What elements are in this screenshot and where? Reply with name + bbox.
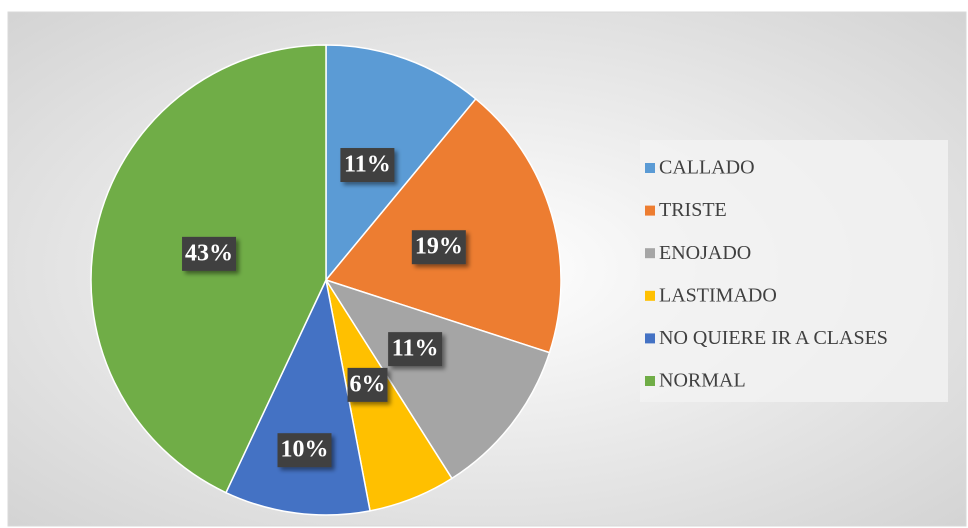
legend-label: TRISTE: [659, 199, 727, 221]
legend-label: NO QUIERE IR A CLASES: [659, 327, 888, 349]
legend-swatch: [645, 376, 655, 386]
data-label-box: [340, 148, 395, 183]
legend-swatch: [645, 163, 655, 173]
legend-label: ENOJADO: [659, 242, 751, 264]
pie-slice: [224, 277, 371, 516]
data-label-box: [277, 433, 332, 468]
data-label: 10%: [280, 437, 328, 463]
legend-label: NORMAL: [659, 370, 746, 392]
data-label: 19%: [415, 234, 463, 260]
data-label-box: [182, 236, 237, 271]
data-label-box: [411, 230, 466, 265]
legend-swatch: [645, 248, 655, 259]
legend-label: CALLADO: [659, 157, 755, 179]
legend-label: LASTIMADO: [659, 284, 777, 306]
data-label: 11%: [344, 152, 391, 178]
legend-swatch: [645, 333, 655, 344]
data-label: 11%: [392, 336, 439, 362]
pie-slice: [324, 97, 562, 354]
data-label: 43%: [185, 240, 233, 266]
data-label: 6%: [350, 371, 386, 397]
pie-slice: [324, 278, 551, 480]
legend-box: [640, 140, 948, 402]
legend-swatch: [645, 290, 655, 301]
pie-slice: [325, 44, 477, 283]
legend-swatch: [645, 205, 655, 216]
data-label-box: [388, 332, 443, 367]
data-label-box: [347, 367, 388, 402]
